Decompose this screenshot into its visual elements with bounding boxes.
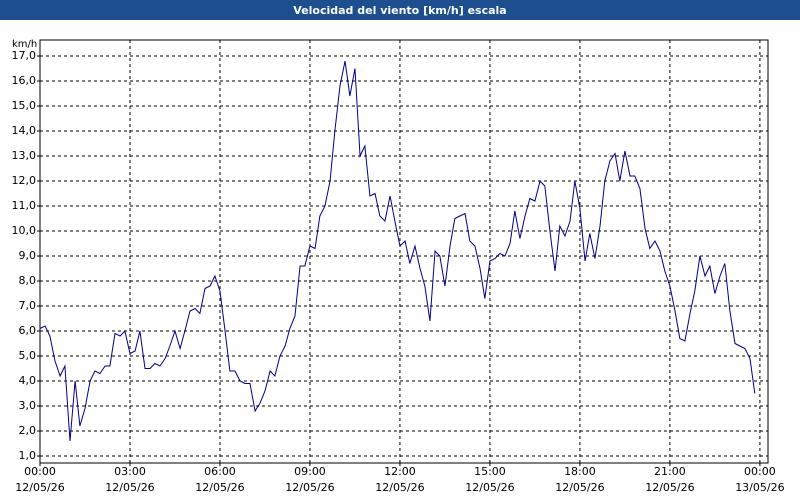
data-line (39, 60, 756, 442)
x-tick-label-line: 21:00 (654, 465, 686, 478)
y-tick-label: 7,0 (19, 299, 37, 312)
y-tick-label: 5,0 (19, 349, 37, 362)
x-tick-label: 21:00 12/05/26 (645, 465, 694, 494)
x-tick-label-line: 12/05/26 (645, 481, 694, 494)
chart-title: Velocidad del viento [km/h] escala (293, 4, 506, 17)
y-tick-label: 11,0 (12, 199, 37, 212)
x-tick-label: 09:00 12/05/26 (285, 465, 334, 494)
y-tick-label: 6,0 (19, 324, 37, 337)
y-tick-label: 13,0 (12, 149, 37, 162)
x-tick-label: 15:00 12/05/26 (465, 465, 514, 494)
x-tick-label: 03:00 12/05/26 (105, 465, 154, 494)
y-tick-label: 2,0 (19, 424, 37, 437)
x-tick-label-line: 12/05/26 (195, 481, 244, 494)
title-bar (0, 0, 800, 20)
x-tick-label-line: 12/05/26 (375, 481, 424, 494)
x-tick-label-line: 06:00 (204, 465, 236, 478)
x-tick-label-line: 12:00 (384, 465, 416, 478)
x-tick-label: 00:00 13/05/26 (735, 465, 784, 494)
x-tick-label-line: 12/05/26 (465, 481, 514, 494)
x-tick-label: 12:00 12/05/26 (375, 465, 424, 494)
x-tick-label-line: 12/05/26 (285, 481, 334, 494)
x-tick-label: 18:00 12/05/26 (555, 465, 604, 494)
x-tick-label-line: 09:00 (294, 465, 326, 478)
x-tick-label: 00:00 12/05/26 (15, 465, 64, 494)
y-axis-label: km/h (12, 39, 37, 50)
y-tick-label: 4,0 (19, 374, 37, 387)
y-tick-label: 14,0 (12, 124, 37, 137)
y-tick-label: 10,0 (12, 224, 37, 237)
y-tick-label: 8,0 (19, 274, 37, 287)
x-tick-label-line: 15:00 (474, 465, 506, 478)
x-tick-label-line: 00:00 (744, 465, 776, 478)
y-tick-label: 1,0 (19, 449, 37, 462)
x-tick-label-line: 03:00 (114, 465, 146, 478)
y-tick-label: 15,0 (12, 99, 37, 112)
x-tick-label-line: 12/05/26 (555, 481, 604, 494)
x-tick-label: 06:00 12/05/26 (195, 465, 244, 494)
x-tick-label-line: 12/05/26 (15, 481, 64, 494)
x-tick-label-line: 00:00 (24, 465, 56, 478)
y-tick-label: 17,0 (12, 49, 37, 62)
y-tick-label: 3,0 (19, 399, 37, 412)
x-tick-label-line: 13/05/26 (735, 481, 784, 494)
y-tick-label: 16,0 (12, 74, 37, 87)
y-tick-label: 9,0 (19, 249, 37, 262)
x-tick-label-line: 18:00 (564, 465, 596, 478)
x-tick-label-line: 12/05/26 (105, 481, 154, 494)
y-tick-label: 12,0 (12, 174, 37, 187)
